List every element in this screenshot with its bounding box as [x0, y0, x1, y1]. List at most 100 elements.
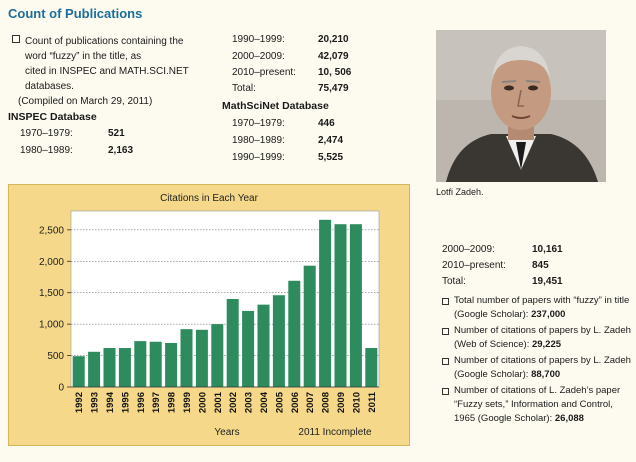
row-value: 10, 506 [318, 67, 352, 78]
row-label: 1970–1979: [232, 118, 285, 129]
row-value: 19,451 [532, 276, 563, 287]
x-axis-label: Years [214, 427, 239, 438]
bar [180, 329, 193, 387]
row-value: 10,161 [532, 244, 563, 255]
bar [319, 219, 332, 387]
fact-text: Number of citations of papers by L. Zade… [454, 325, 631, 350]
row-label: Total: [232, 83, 256, 94]
compiled-date: (Compiled on March 29, 2011) [18, 96, 153, 107]
row-label: 1990–1999: [232, 34, 285, 45]
row-value: 2,474 [318, 135, 344, 146]
photo-caption: Lotfi Zadeh. [436, 187, 484, 197]
plot-area [70, 210, 380, 388]
x-tick-label: 1999 [182, 392, 193, 413]
intro-line: databases. [25, 81, 74, 92]
row-label: 1990–1999: [232, 152, 285, 163]
mathscinet-heading: MathSciNet Database [222, 100, 329, 112]
x-tick-label: 2007 [305, 392, 316, 413]
fact-value: 29,225 [531, 339, 562, 350]
bar [303, 265, 316, 387]
row-label: 2000–2009: [442, 244, 495, 255]
row-label: 1980–1989: [232, 135, 285, 146]
x-tick-label: 2005 [274, 391, 285, 413]
checkbox-bullet-icon [442, 388, 449, 395]
fact-value: 26,088 [554, 413, 584, 424]
bar [272, 295, 285, 387]
chart-note: 2011 Incomplete [298, 427, 372, 438]
row-label: 2010–present: [232, 67, 296, 78]
fact-text: Number of citations of L. Zadeh’s paper … [454, 385, 621, 424]
row-value: 521 [108, 128, 125, 139]
bar [134, 341, 147, 387]
bar [334, 224, 347, 387]
bar [88, 351, 101, 387]
row-label: Total: [442, 276, 466, 287]
row-value: 75,479 [318, 83, 349, 94]
bar [349, 224, 362, 387]
y-tick-label: 2,000 [39, 257, 64, 268]
y-tick-label: 0 [58, 383, 64, 394]
y-tick-label: 2,500 [39, 225, 64, 236]
row-label: 2000–2009: [232, 51, 285, 62]
checkbox-bullet-icon [442, 328, 449, 335]
x-tick-label: 1994 [105, 391, 116, 413]
row-value: 845 [532, 260, 549, 271]
x-tick-label: 2008 [321, 392, 332, 413]
x-tick-label: 2002 [228, 392, 239, 413]
fact-value: 88,700 [531, 369, 561, 380]
x-tick-label: 2000 [197, 392, 208, 413]
checkbox-bullet-icon [12, 35, 20, 43]
row-value: 42,079 [318, 51, 349, 62]
intro-line: Count of publications containing the [25, 36, 184, 47]
x-tick-label: 2009 [336, 392, 347, 413]
bar [288, 280, 301, 387]
fact-item: Number of citations of papers by L. Zade… [442, 354, 632, 382]
bar [257, 304, 270, 387]
row-value: 5,525 [318, 152, 344, 163]
x-tick-label: 1992 [74, 392, 85, 413]
portrait-illustration [436, 30, 606, 182]
fact-item: Total number of papers with “fuzzy” in t… [442, 294, 632, 322]
bar [72, 356, 85, 387]
chart-title: Citations in Each Year [160, 193, 258, 204]
bar [149, 341, 162, 387]
intro-text: Count of publications containing the wor… [12, 34, 189, 109]
fact-text: Total number of papers with “fuzzy” in t… [454, 295, 630, 320]
bar [103, 348, 116, 387]
x-tick-label: 2001 [213, 391, 224, 413]
y-tick-label: 1,000 [39, 320, 64, 331]
y-tick-label: 1,500 [39, 288, 64, 299]
fact-item: Number of citations of papers by L. Zade… [442, 324, 632, 352]
bar [365, 348, 378, 387]
inspec-heading: INSPEC Database [8, 111, 97, 123]
row-value: 20,210 [318, 34, 349, 45]
x-tick-label: 2004 [259, 391, 270, 413]
y-tick-label: 500 [47, 351, 64, 362]
bar [165, 343, 178, 387]
fact-item: Number of citations of L. Zadeh’s paper … [442, 384, 632, 426]
bar [195, 329, 208, 387]
intro-line: cited in INSPEC and MATH.SCI.NET [25, 66, 189, 77]
portrait-photo [436, 30, 606, 182]
x-tick-label: 2003 [244, 392, 255, 413]
x-tick-label: 2010 [351, 392, 362, 413]
x-tick-label: 1997 [151, 392, 162, 413]
x-tick-label: 1995 [120, 391, 131, 413]
x-tick-label: 2011 [367, 391, 378, 412]
chart-panel: Citations in Each Year 0 500 1,000 1,500 2,0… [8, 184, 410, 446]
row-value: 446 [318, 118, 335, 129]
bar [226, 299, 239, 387]
bar-chart: 0 500 1,000 1,500 2,000 2,500 1992 1993 1994 1995… [39, 210, 380, 438]
x-tick-label: 1993 [90, 392, 101, 413]
intro-line: word “fuzzy” in the title, as [25, 51, 142, 62]
row-value: 2,163 [108, 145, 134, 156]
fact-value: 237,000 [531, 309, 566, 320]
x-tick-label: 1996 [136, 392, 147, 413]
checkbox-bullet-icon [442, 358, 449, 365]
fact-text: Number of citations of papers by L. Zade… [454, 355, 631, 380]
facts-list: Total number of papers with “fuzzy” in t… [442, 294, 632, 428]
row-label: 2010–present: [442, 260, 506, 271]
x-tick-label: 2006 [290, 392, 301, 413]
x-tick-label: 1998 [167, 392, 178, 413]
bar [118, 348, 131, 387]
